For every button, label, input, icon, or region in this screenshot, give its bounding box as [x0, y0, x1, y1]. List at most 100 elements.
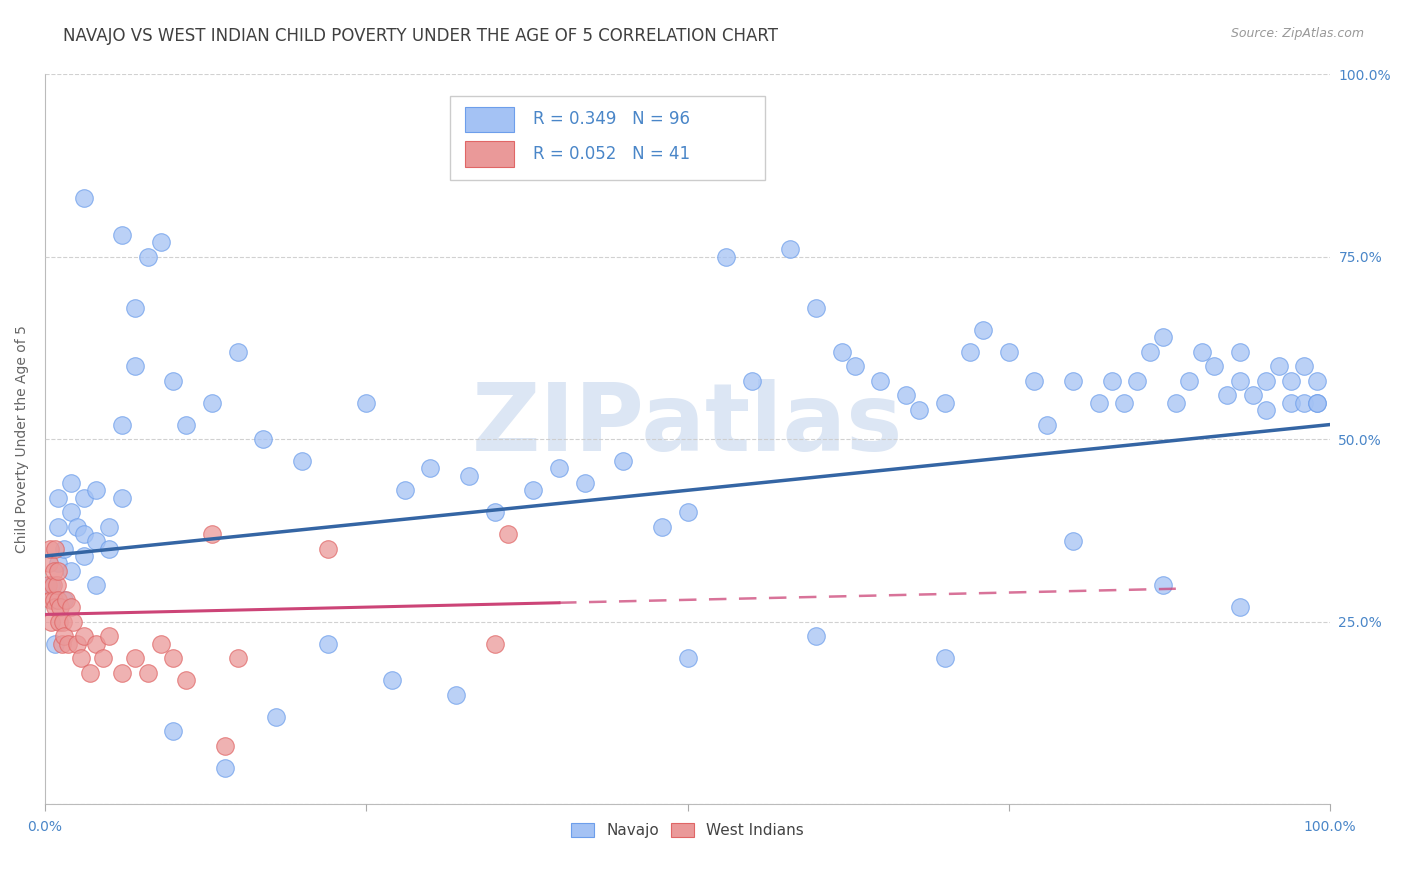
Point: [46, 592, 69, 607]
Text: R = 0.052   N = 41: R = 0.052 N = 41: [533, 145, 690, 162]
Point: [612, 454, 634, 468]
Point: [1191, 344, 1213, 359]
Point: [66, 520, 89, 534]
Point: [86, 637, 108, 651]
Point: [162, 374, 184, 388]
Point: [1177, 374, 1199, 388]
Point: [959, 344, 981, 359]
Bar: [465, 107, 515, 132]
Point: [1254, 374, 1277, 388]
Point: [381, 673, 404, 688]
Point: [176, 417, 198, 432]
Point: [59, 564, 82, 578]
Point: [214, 739, 236, 753]
Point: [252, 432, 274, 446]
Point: [62, 615, 84, 629]
Point: [419, 461, 441, 475]
Point: [316, 637, 339, 651]
Point: [41, 592, 63, 607]
Point: [53, 541, 76, 556]
Point: [354, 395, 377, 409]
Point: [869, 374, 891, 388]
Point: [44, 541, 66, 556]
Point: [1229, 374, 1251, 388]
Point: [1101, 374, 1123, 388]
Point: [41, 578, 63, 592]
Y-axis label: Child Poverty Under the Age of 5: Child Poverty Under the Age of 5: [15, 326, 30, 553]
Point: [38, 557, 60, 571]
Point: [676, 651, 699, 665]
Point: [111, 491, 134, 505]
Point: [45, 578, 67, 592]
Point: [201, 395, 224, 409]
Point: [98, 541, 121, 556]
Point: [46, 520, 69, 534]
Point: [86, 578, 108, 592]
Point: [44, 600, 66, 615]
Point: [1204, 359, 1226, 373]
Point: [651, 520, 673, 534]
Point: [484, 505, 506, 519]
Point: [266, 709, 288, 723]
Point: [124, 359, 146, 373]
Point: [42, 564, 65, 578]
Point: [162, 724, 184, 739]
Point: [124, 651, 146, 665]
Point: [72, 191, 94, 205]
Point: [41, 615, 63, 629]
Point: [676, 505, 699, 519]
Point: [46, 491, 69, 505]
Point: [1216, 388, 1239, 402]
Point: [72, 491, 94, 505]
Point: [1152, 330, 1174, 344]
Point: [548, 461, 571, 475]
Point: [70, 651, 93, 665]
Point: [316, 541, 339, 556]
Point: [1306, 395, 1329, 409]
Point: [176, 673, 198, 688]
Point: [53, 592, 76, 607]
Point: [934, 395, 956, 409]
Point: [44, 637, 66, 651]
Point: [1229, 344, 1251, 359]
Point: [1306, 374, 1329, 388]
Point: [907, 403, 929, 417]
Point: [162, 651, 184, 665]
Point: [1062, 374, 1084, 388]
Point: [37, 578, 59, 592]
Point: [574, 475, 596, 490]
Point: [1036, 417, 1059, 432]
Point: [1229, 600, 1251, 615]
Text: R = 0.349   N = 96: R = 0.349 N = 96: [533, 111, 690, 128]
Point: [394, 483, 416, 498]
Point: [226, 651, 249, 665]
Point: [49, 600, 72, 615]
Point: [59, 600, 82, 615]
Text: Source: ZipAtlas.com: Source: ZipAtlas.com: [1230, 27, 1364, 40]
Point: [1164, 395, 1187, 409]
Point: [1294, 395, 1316, 409]
Point: [291, 454, 314, 468]
Point: [48, 615, 70, 629]
Point: [86, 534, 108, 549]
Point: [1087, 395, 1109, 409]
Point: [444, 688, 467, 702]
Point: [1152, 578, 1174, 592]
Point: [42, 592, 65, 607]
Point: [226, 344, 249, 359]
Point: [53, 629, 76, 643]
Point: [779, 242, 801, 256]
Point: [91, 651, 114, 665]
Point: [136, 250, 159, 264]
Point: [111, 665, 134, 680]
Point: [41, 578, 63, 592]
Point: [1126, 374, 1149, 388]
Point: [149, 235, 172, 249]
Point: [136, 665, 159, 680]
Point: [714, 250, 737, 264]
Point: [59, 475, 82, 490]
Point: [46, 557, 69, 571]
Point: [1281, 374, 1303, 388]
Point: [741, 374, 763, 388]
Point: [1254, 403, 1277, 417]
